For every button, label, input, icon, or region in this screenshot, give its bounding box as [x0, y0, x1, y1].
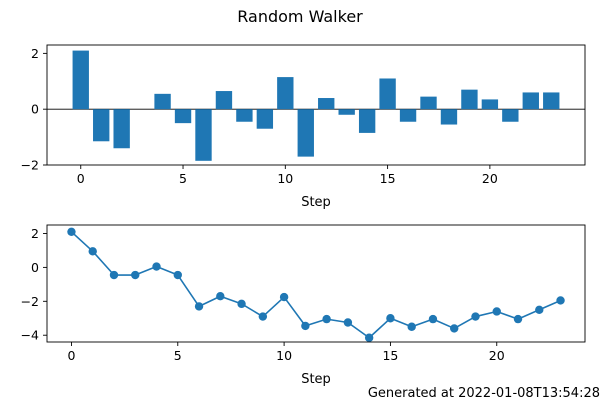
y-tick-label: 0 — [31, 102, 39, 117]
y-tick-label: 2 — [31, 46, 39, 61]
bar — [113, 109, 130, 149]
bar — [440, 109, 458, 125]
data-point — [492, 307, 501, 316]
data-point — [131, 270, 140, 280]
data-point — [407, 322, 416, 331]
data-point — [279, 292, 289, 302]
bar — [461, 89, 478, 110]
data-point — [556, 296, 565, 305]
bar — [256, 109, 274, 129]
data-point — [173, 270, 182, 280]
bar — [154, 93, 171, 110]
bar — [522, 92, 539, 110]
x-tick-label: 20 — [489, 348, 505, 363]
data-point — [322, 314, 331, 324]
bar-chart: 0 5 10 15 20 −2 0 2 Step — [21, 44, 586, 210]
axes-frame — [46, 224, 586, 343]
data-point — [109, 270, 119, 280]
data-point — [364, 333, 374, 342]
x-tick-label: 15 — [382, 348, 398, 363]
y-tick-label: −4 — [21, 328, 39, 343]
x-tick-label: 5 — [179, 171, 187, 186]
x-tick-label: 10 — [276, 348, 292, 363]
y-tick-label: −2 — [21, 158, 39, 173]
data-point — [471, 312, 480, 321]
data-point — [194, 302, 204, 311]
data-point — [237, 299, 246, 309]
bar — [297, 109, 314, 157]
bar — [215, 91, 233, 110]
data-point — [152, 262, 161, 271]
data-point — [450, 324, 459, 333]
bar — [338, 109, 355, 115]
bar — [236, 109, 253, 122]
x-axis-label: Step — [301, 372, 331, 387]
data-point — [513, 314, 523, 324]
y-tick-label: −2 — [21, 294, 39, 309]
axes-frame — [46, 44, 586, 166]
x-tick-label: 0 — [77, 171, 85, 186]
bar — [318, 98, 335, 110]
data-point — [428, 314, 438, 324]
x-tick-label: 15 — [380, 171, 396, 186]
data-point — [343, 318, 353, 327]
generated-timestamp: Generated at 2022-01-08T13:54:28 — [368, 386, 600, 400]
x-axis-label: Step — [301, 195, 331, 210]
bar — [420, 96, 437, 110]
line-chart: 0 5 10 15 20 −4 −2 0 2 Step — [21, 224, 586, 387]
bar — [174, 109, 192, 124]
data-point — [258, 312, 268, 321]
bar — [379, 78, 396, 110]
bar — [481, 99, 499, 110]
bar — [543, 92, 560, 110]
bar — [358, 109, 376, 133]
bar — [277, 77, 294, 110]
x-tick-label: 5 — [174, 348, 182, 363]
bar — [399, 109, 417, 122]
data-point — [301, 321, 310, 331]
data-point — [535, 305, 544, 314]
bar — [502, 109, 519, 122]
bar — [195, 109, 212, 161]
data-point — [216, 292, 225, 301]
x-tick-label: 0 — [67, 348, 75, 363]
x-tick-label: 10 — [277, 171, 293, 186]
y-tick-label: 0 — [31, 260, 39, 275]
data-point — [386, 314, 395, 323]
figure-title: Random Walker — [237, 7, 363, 26]
x-tick-label: 20 — [482, 171, 498, 186]
y-tick-label: 2 — [31, 226, 39, 241]
data-point — [88, 247, 97, 256]
bar — [72, 50, 89, 110]
bar — [93, 109, 110, 142]
data-point — [67, 227, 76, 236]
